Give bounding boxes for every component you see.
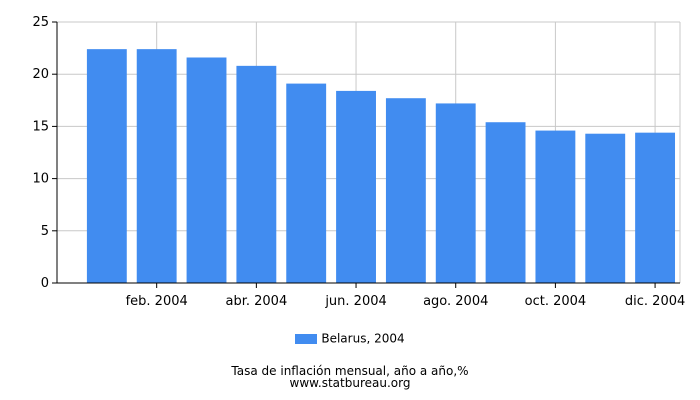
- bar: [535, 130, 576, 283]
- x-tick-label: jun. 2004: [324, 294, 386, 309]
- y-tick-label: 0: [41, 276, 49, 291]
- legend: Belarus, 2004: [0, 331, 700, 346]
- bar: [136, 49, 177, 284]
- y-tick-label: 5: [41, 224, 49, 239]
- bar: [635, 132, 676, 283]
- tick-labels: 0 5 10 15 20 25 feb. 2004 abr. 2004 jun. 2004 ago…: [32, 15, 685, 309]
- y-tick-label: 25: [32, 15, 49, 30]
- x-tick-label: feb. 2004: [126, 294, 188, 309]
- bar: [585, 133, 626, 283]
- x-tick-label: abr. 2004: [226, 294, 288, 309]
- chart-caption: Tasa de inflación mensual, año a año,%: [231, 364, 469, 378]
- bar: [385, 98, 426, 283]
- bar: [435, 103, 476, 283]
- bar: [186, 57, 227, 283]
- x-tick-label: ago. 2004: [423, 294, 488, 309]
- y-tick-label: 15: [32, 119, 49, 134]
- y-tick-label: 10: [32, 172, 49, 187]
- bar: [286, 83, 327, 283]
- bar: [485, 122, 526, 283]
- x-tick-label: dic. 2004: [625, 294, 685, 309]
- bars: [86, 49, 676, 284]
- legend-swatch: [295, 333, 318, 344]
- axes: [52, 21, 680, 288]
- source-url: www.statbureau.org: [289, 376, 411, 390]
- bar: [86, 49, 127, 284]
- bar: [336, 90, 376, 284]
- legend-label: Belarus, 2004: [321, 331, 405, 346]
- x-tick-label: oct. 2004: [525, 294, 587, 309]
- bar-chart: 0 5 10 15 20 25 feb. 2004 abr. 2004 jun. 2004 ago…: [32, 15, 685, 309]
- y-tick-label: 20: [32, 67, 49, 82]
- bar: [236, 65, 277, 284]
